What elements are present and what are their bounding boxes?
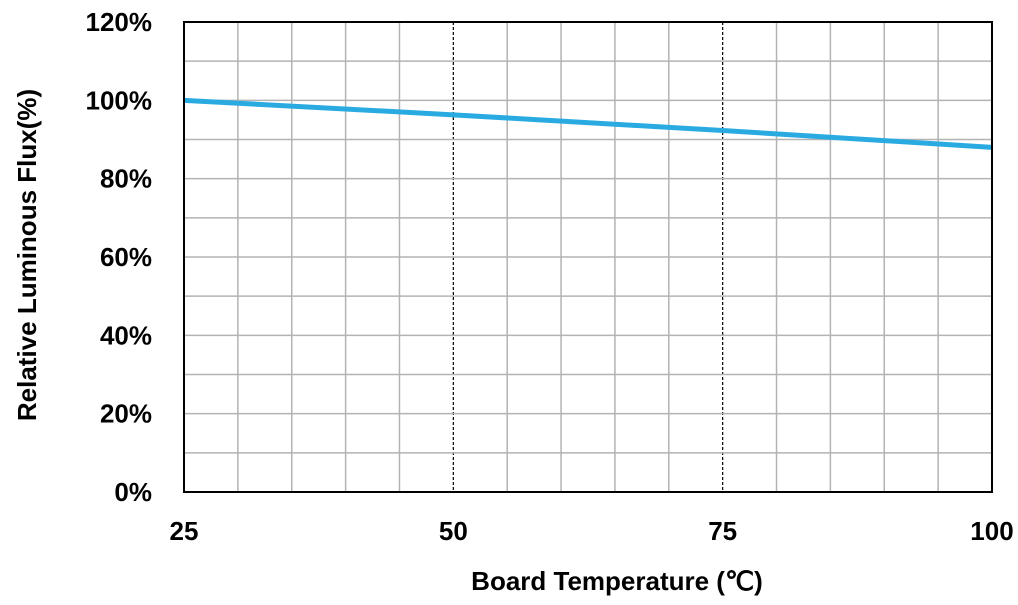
y-axis-title: Relative Luminous Flux(%) <box>12 89 42 421</box>
grid <box>184 22 992 492</box>
y-tick-label: 20% <box>100 399 152 429</box>
y-tick-label: 100% <box>86 85 153 115</box>
y-tick-label: 0% <box>114 477 152 507</box>
x-tick-label: 50 <box>439 516 468 546</box>
x-tick-label: 75 <box>708 516 737 546</box>
x-tick-label: 100 <box>970 516 1013 546</box>
series-line <box>183 97 993 150</box>
plot-frame <box>183 21 993 493</box>
series-layer <box>183 97 993 150</box>
x-tick-label: 25 <box>170 516 199 546</box>
y-tick-label: 40% <box>100 320 152 350</box>
x-axis-ticks: 25 50 75 100 <box>170 516 1014 546</box>
y-tick-label: 120% <box>86 7 153 37</box>
y-tick-label: 60% <box>100 242 152 272</box>
y-tick-label: 80% <box>100 164 152 194</box>
y-axis-ticks: 0% 20% 40% 60% 80% 100% 120% <box>86 7 153 507</box>
x-axis-title: Board Temperature (℃) <box>471 566 763 596</box>
